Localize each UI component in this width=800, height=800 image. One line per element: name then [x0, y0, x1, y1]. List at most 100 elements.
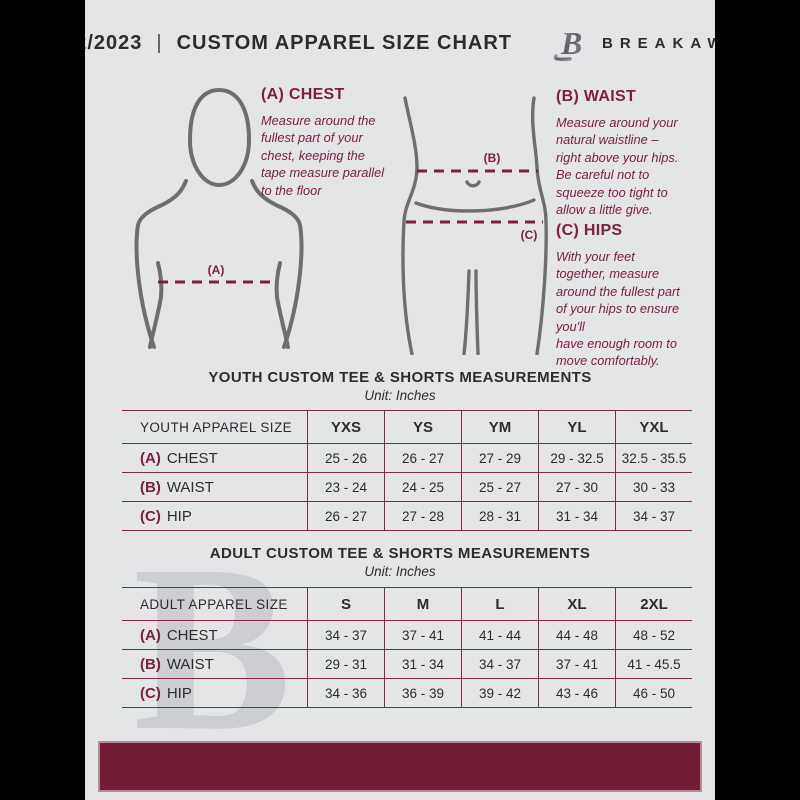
- table-cell: 25 - 27: [461, 473, 538, 501]
- adult-chest-label: (A) CHEST: [122, 621, 307, 649]
- svg-text:B: B: [560, 25, 582, 61]
- table-cell: 41 - 44: [461, 621, 538, 649]
- table-cell: 31 - 34: [384, 650, 461, 678]
- table-cell: 29 - 31: [307, 650, 384, 678]
- adult-header-size: ADULT APPAREL SIZE: [140, 596, 288, 612]
- figure-left-inner-arm: [148, 295, 163, 349]
- adult-section-title: ADULT CUSTOM TEE & SHORTS MEASUREMENTS: [209, 545, 591, 562]
- figure-navel: [465, 180, 481, 188]
- table-row: (B) WAIST 23 - 24 24 - 25 25 - 27 27 - 3…: [122, 472, 692, 501]
- table-cell: 24 - 25: [384, 473, 461, 501]
- waist-instruction: (B) WAIST Measure around your natural wa…: [556, 88, 706, 218]
- footer-accent-bar: [98, 741, 702, 792]
- adult-header-s: S: [307, 588, 384, 620]
- youth-size-table: YOUTH APPAREL SIZE YXS YS YM YL YXL (A) …: [122, 410, 692, 531]
- table-cell: 23 - 24: [307, 473, 384, 501]
- waist-instruction-heading: (B) WAIST: [556, 88, 637, 105]
- title-year: 2022/2023: [85, 31, 143, 54]
- table-cell: 28 - 31: [461, 502, 538, 530]
- youth-hip-label: (C) HIP: [122, 502, 307, 530]
- youth-unit-label: Unit: Inches: [364, 388, 436, 403]
- table-cell: 27 - 28: [384, 502, 461, 530]
- chest-measure-diagram: (A): [134, 87, 304, 349]
- adult-table-header-row: ADULT APPAREL SIZE S M L XL 2XL: [122, 587, 692, 620]
- table-cell: 39 - 42: [461, 679, 538, 707]
- figure-left-shoulder-arm: [134, 179, 188, 349]
- table-cell: 29 - 32.5: [538, 444, 615, 472]
- youth-chest-label: (A) CHEST: [122, 444, 307, 472]
- table-cell: 34 - 37: [461, 650, 538, 678]
- table-row: (A) CHEST 34 - 37 37 - 41 41 - 44 44 - 4…: [122, 620, 692, 649]
- youth-header-ym: YM: [461, 411, 538, 443]
- hips-instruction-body: With your feet together, measure around …: [556, 249, 680, 369]
- document-title: 2022/2023 | CUSTOM APPAREL SIZE CHART: [85, 32, 512, 55]
- table-cell: 36 - 39: [384, 679, 461, 707]
- waist-line-label: (B): [484, 151, 501, 165]
- table-cell: 34 - 37: [307, 621, 384, 649]
- table-cell: 25 - 26: [307, 444, 384, 472]
- table-cell: 48 - 52: [615, 621, 692, 649]
- youth-header-yxl: YXL: [615, 411, 692, 443]
- adult-hip-label: (C) HIP: [122, 679, 307, 707]
- adult-unit-label: Unit: Inches: [364, 564, 436, 579]
- document-header: 2022/2023 | CUSTOM APPAREL SIZE CHART B: [85, 18, 715, 68]
- hips-instruction: (C) HIPS With your feet together, measur…: [556, 222, 706, 370]
- adult-waist-label: (B) WAIST: [122, 650, 307, 678]
- youth-header-size: YOUTH APPAREL SIZE: [140, 419, 292, 435]
- table-cell: 34 - 37: [615, 502, 692, 530]
- table-row: (C) HIP 34 - 36 36 - 39 39 - 42 43 - 46 …: [122, 678, 692, 707]
- row-name: WAIST: [166, 655, 214, 673]
- brand-name: BREAKAWAY: [602, 34, 715, 52]
- table-cell: 41 - 45.5: [615, 650, 692, 678]
- figure-left-chest-line: [156, 261, 164, 299]
- chest-instruction-heading: (A) CHEST: [261, 86, 345, 103]
- chest-line-label: (A): [208, 263, 225, 277]
- adult-header-l: L: [461, 588, 538, 620]
- hips-instruction-heading: (C) HIPS: [556, 222, 623, 239]
- row-name: HIP: [166, 507, 192, 525]
- row-name: HIP: [166, 684, 192, 702]
- size-chart-document: B 2022/2023 | CUSTOM APPAREL SIZE CHART: [85, 0, 715, 800]
- table-cell: 26 - 27: [307, 502, 384, 530]
- adult-header-2xl: 2XL: [615, 588, 692, 620]
- figure-head: [187, 87, 252, 188]
- title-separator: |: [156, 31, 163, 54]
- table-cell: 37 - 41: [384, 621, 461, 649]
- figure-left-inner-leg: [462, 269, 471, 355]
- adult-header-m: M: [384, 588, 461, 620]
- row-key: (B): [140, 478, 161, 496]
- row-name: CHEST: [166, 626, 218, 644]
- table-row: (B) WAIST 29 - 31 31 - 34 34 - 37 37 - 4…: [122, 649, 692, 678]
- table-cell: 46 - 50: [615, 679, 692, 707]
- table-cell: 43 - 46: [538, 679, 615, 707]
- figure-right-shoulder-arm: [250, 179, 304, 349]
- waist-hip-measure-diagram: (B) (C): [401, 96, 548, 355]
- hip-line-label: (C): [521, 228, 538, 242]
- youth-header-yl: YL: [538, 411, 615, 443]
- youth-table-header-row: YOUTH APPAREL SIZE YXS YS YM YL YXL: [122, 410, 692, 443]
- table-cell: 34 - 36: [307, 679, 384, 707]
- brand-watermark-letter: B: [133, 517, 292, 780]
- table-cell: 31 - 34: [538, 502, 615, 530]
- table-cell: 37 - 41: [538, 650, 615, 678]
- figure-right-side: [530, 96, 548, 355]
- row-key: (A): [140, 449, 161, 467]
- brand-block: B BREAKAWAY: [548, 22, 715, 64]
- chest-instruction-body: Measure around the fullest part of your …: [261, 113, 385, 198]
- row-key: (A): [140, 626, 161, 644]
- youth-section-title: YOUTH CUSTOM TEE & SHORTS MEASUREMENTS: [208, 369, 592, 386]
- figure-right-chest-line: [274, 261, 282, 299]
- chest-instruction: (A) CHEST Measure around the fullest par…: [261, 86, 411, 199]
- table-cell: 30 - 33: [615, 473, 692, 501]
- figure-left-side: [401, 96, 419, 355]
- table-cell: 26 - 27: [384, 444, 461, 472]
- breakaway-logo-icon: B: [553, 25, 582, 62]
- adult-size-table: ADULT APPAREL SIZE S M L XL 2XL (A) CHES…: [122, 587, 692, 708]
- table-cell: 44 - 48: [538, 621, 615, 649]
- row-key: (C): [140, 507, 161, 525]
- row-key: (B): [140, 655, 161, 673]
- youth-waist-label: (B) WAIST: [122, 473, 307, 501]
- table-cell: 27 - 30: [538, 473, 615, 501]
- figure-right-inner-arm: [275, 295, 290, 349]
- figure-right-inner-leg: [474, 269, 480, 355]
